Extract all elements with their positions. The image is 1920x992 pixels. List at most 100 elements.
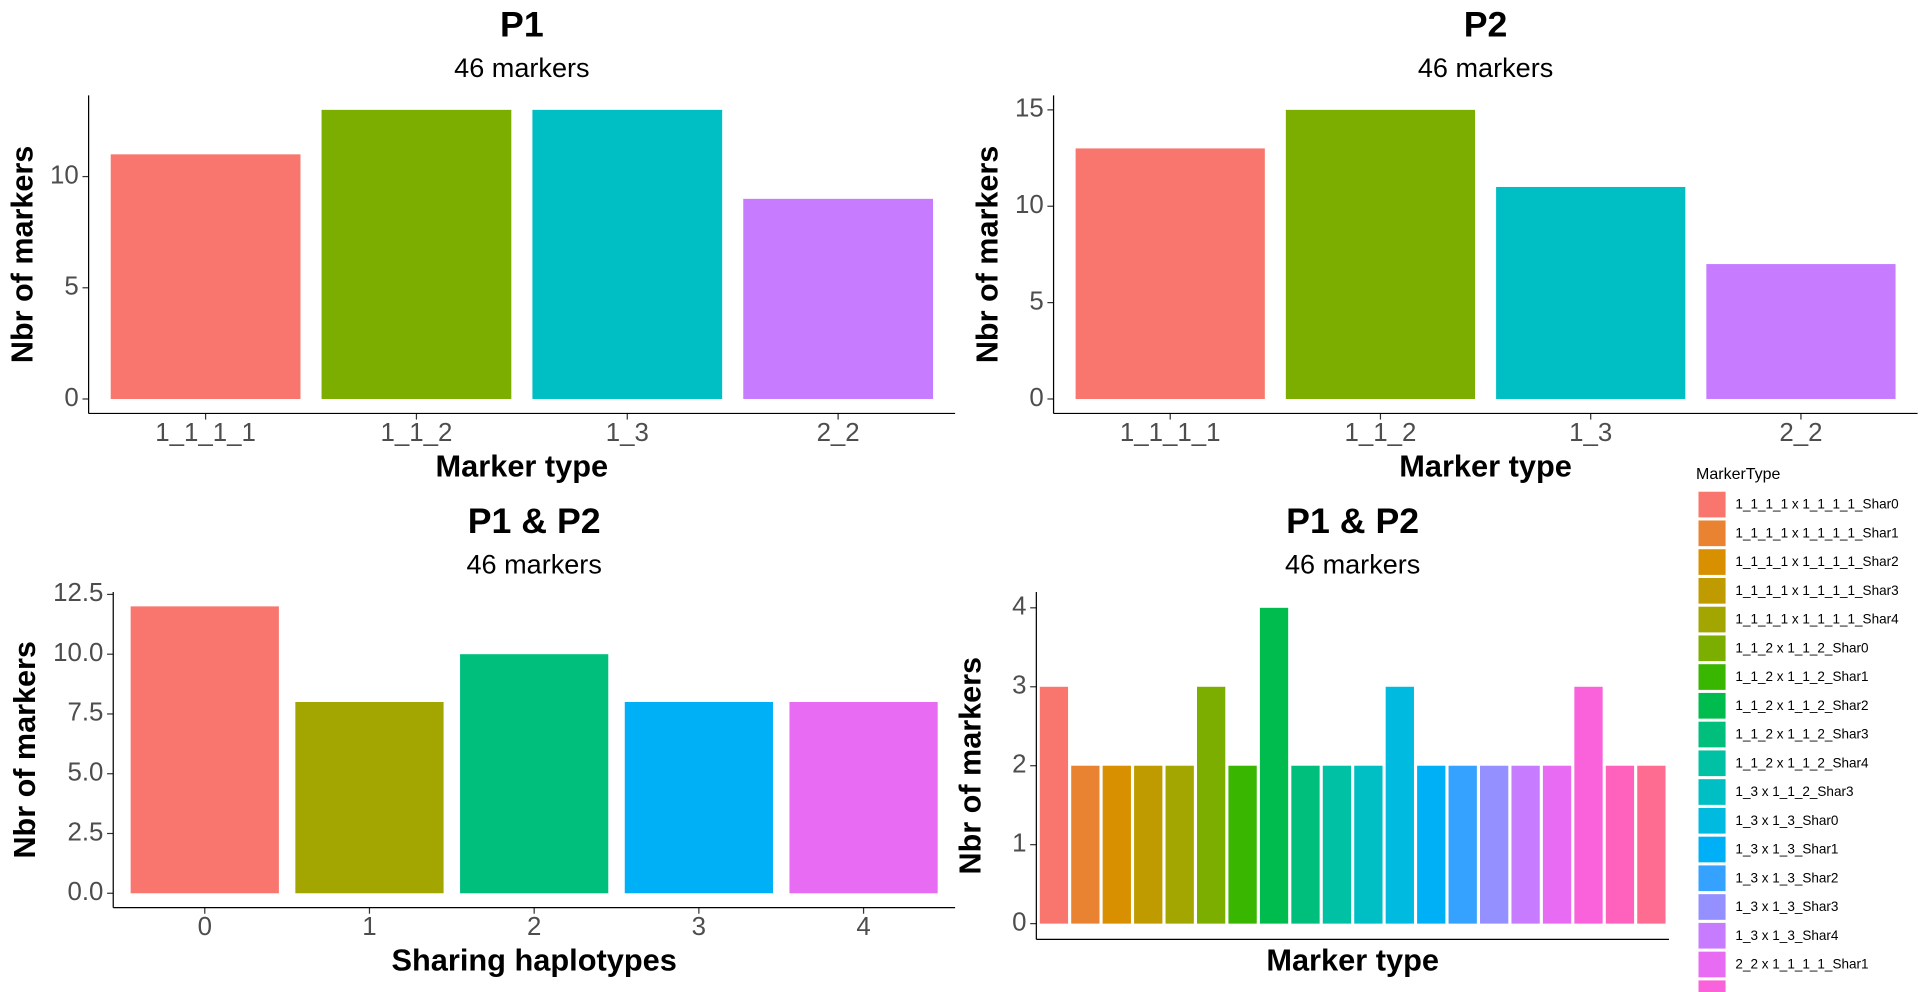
bar [789,702,938,894]
chart-title: P1 & P2 [468,501,601,541]
bar [1574,686,1603,924]
legend-swatch [1698,836,1726,863]
y-axis-title: Nbr of markers [971,146,1005,363]
chart-title: P1 [500,4,544,44]
legend-swatch [1698,951,1726,978]
y-tick-label: 3 [1012,672,1026,700]
bar [110,154,301,399]
x-tick-label: 3 [692,913,706,941]
bar [1291,765,1320,924]
bar [1496,186,1686,399]
panel-group: P1 46 markers Marker type Nbr of markers 1_1… [6,4,1918,992]
chart-subtitle: 46 markers [1285,550,1420,580]
chart-title: P2 [1464,4,1508,44]
legend-swatch [1698,549,1726,575]
legend-label: 2_2 x 1_1_1_1_Shar1 [1735,957,1868,972]
y-tick-label: 5 [64,273,78,301]
bar [1165,765,1194,924]
legend-swatch [1698,980,1726,992]
y-tick-label: 2.5 [67,818,103,846]
legend-swatch [1698,606,1726,633]
y-tick-label: 12.5 [53,579,103,607]
bar [1448,765,1477,924]
chart-subtitle: 46 markers [454,53,589,83]
x-tick-label: 1_1_1_1 [155,419,256,447]
x-tick-label: 2_2 [1779,419,1822,447]
bar [1354,765,1383,924]
y-tick-label: 1 [1012,830,1026,858]
x-tick-label: 1_3 [606,419,649,447]
legend-swatch [1698,922,1726,949]
bar [1134,765,1163,924]
bar [1322,765,1352,924]
legend-swatch [1698,692,1726,719]
y-tick-label: 2 [1012,751,1026,779]
y-tick-label: 0 [64,384,78,412]
legend-label: 1_1_1_1 x 1_1_1_1_Shar2 [1735,554,1898,569]
bar [1285,109,1476,399]
bar [1542,765,1572,924]
legend-label: 1_3 x 1_3_Shar2 [1735,870,1838,885]
chart-title: P1 & P2 [1286,501,1419,541]
bar [624,702,773,894]
legend-label: 1_3 x 1_3_Shar0 [1735,813,1838,828]
legend-label: 1_3 x 1_3_Shar1 [1735,842,1838,857]
x-tick-label: 1_3 [1569,419,1612,447]
x-tick-label: 1 [362,913,376,941]
legend-swatch [1698,807,1726,834]
y-axis-title: Nbr of markers [953,657,987,874]
legend-swatch [1698,520,1726,547]
x-tick-label: 1_1_2 [1345,419,1417,447]
legend-swatch [1698,635,1726,662]
bar [1071,765,1100,924]
x-tick-label: 1_1_1_1 [1120,419,1221,447]
chart-subtitle: 46 markers [1418,53,1553,83]
bar [1075,148,1265,399]
legend-label: 1_1_2 x 1_1_2_Shar4 [1735,755,1869,770]
y-tick-label: 7.5 [67,699,103,727]
legend-label: 1_1_1_1 x 1_1_1_1_Shar0 [1735,497,1898,512]
y-tick-label: 10.0 [53,639,103,667]
bar [1196,686,1226,924]
bar [1039,686,1069,924]
y-tick-label: 10 [50,161,79,189]
legend-swatch [1698,750,1726,777]
legend-label: 1_1_2 x 1_1_2_Shar3 [1735,727,1868,742]
y-tick-label: 0 [1012,908,1026,936]
y-tick-label: 4 [1012,593,1026,621]
x-axis-title: Marker type [436,450,609,484]
bar [1385,686,1414,924]
x-tick-label: 2_2 [817,419,860,447]
y-axis-title: Nbr of markers [8,641,42,858]
bar [1511,765,1540,924]
bar [295,702,444,894]
legend-label: 1_1_1_1 x 1_1_1_1_Shar1 [1735,526,1898,541]
bar [1480,765,1509,924]
y-tick-label: 15 [1015,95,1044,123]
legend-label: 1_1_2 x 1_1_2_Shar0 [1735,640,1868,655]
bar [1228,765,1257,924]
legend-label: 1_1_2 x 1_1_2_Shar1 [1735,669,1868,684]
bar [130,606,279,894]
bar [1706,264,1896,399]
bar [1102,765,1131,924]
bar [321,109,512,399]
x-tick-label: 1_1_2 [381,419,453,447]
legend-title: MarkerType [1696,466,1781,483]
legend-label: 1_3 x 1_1_2_Shar3 [1735,784,1853,799]
bar [532,109,723,399]
bar [1605,765,1635,924]
y-tick-label: 5.0 [67,759,103,787]
legend-label: 1_3 x 1_3_Shar4 [1735,928,1839,943]
bar [1417,765,1446,924]
y-tick-label: 10 [1015,191,1044,219]
legend-label: 1_1_1_1 x 1_1_1_1_Shar3 [1735,583,1898,598]
bar [460,654,609,894]
bar [1637,765,1666,924]
chart-subtitle: 46 markers [466,550,601,580]
legend-swatch [1698,779,1726,805]
legend-swatch [1698,894,1726,920]
y-tick-label: 0.0 [67,878,103,906]
x-axis-title: Sharing haplotypes [391,944,676,978]
